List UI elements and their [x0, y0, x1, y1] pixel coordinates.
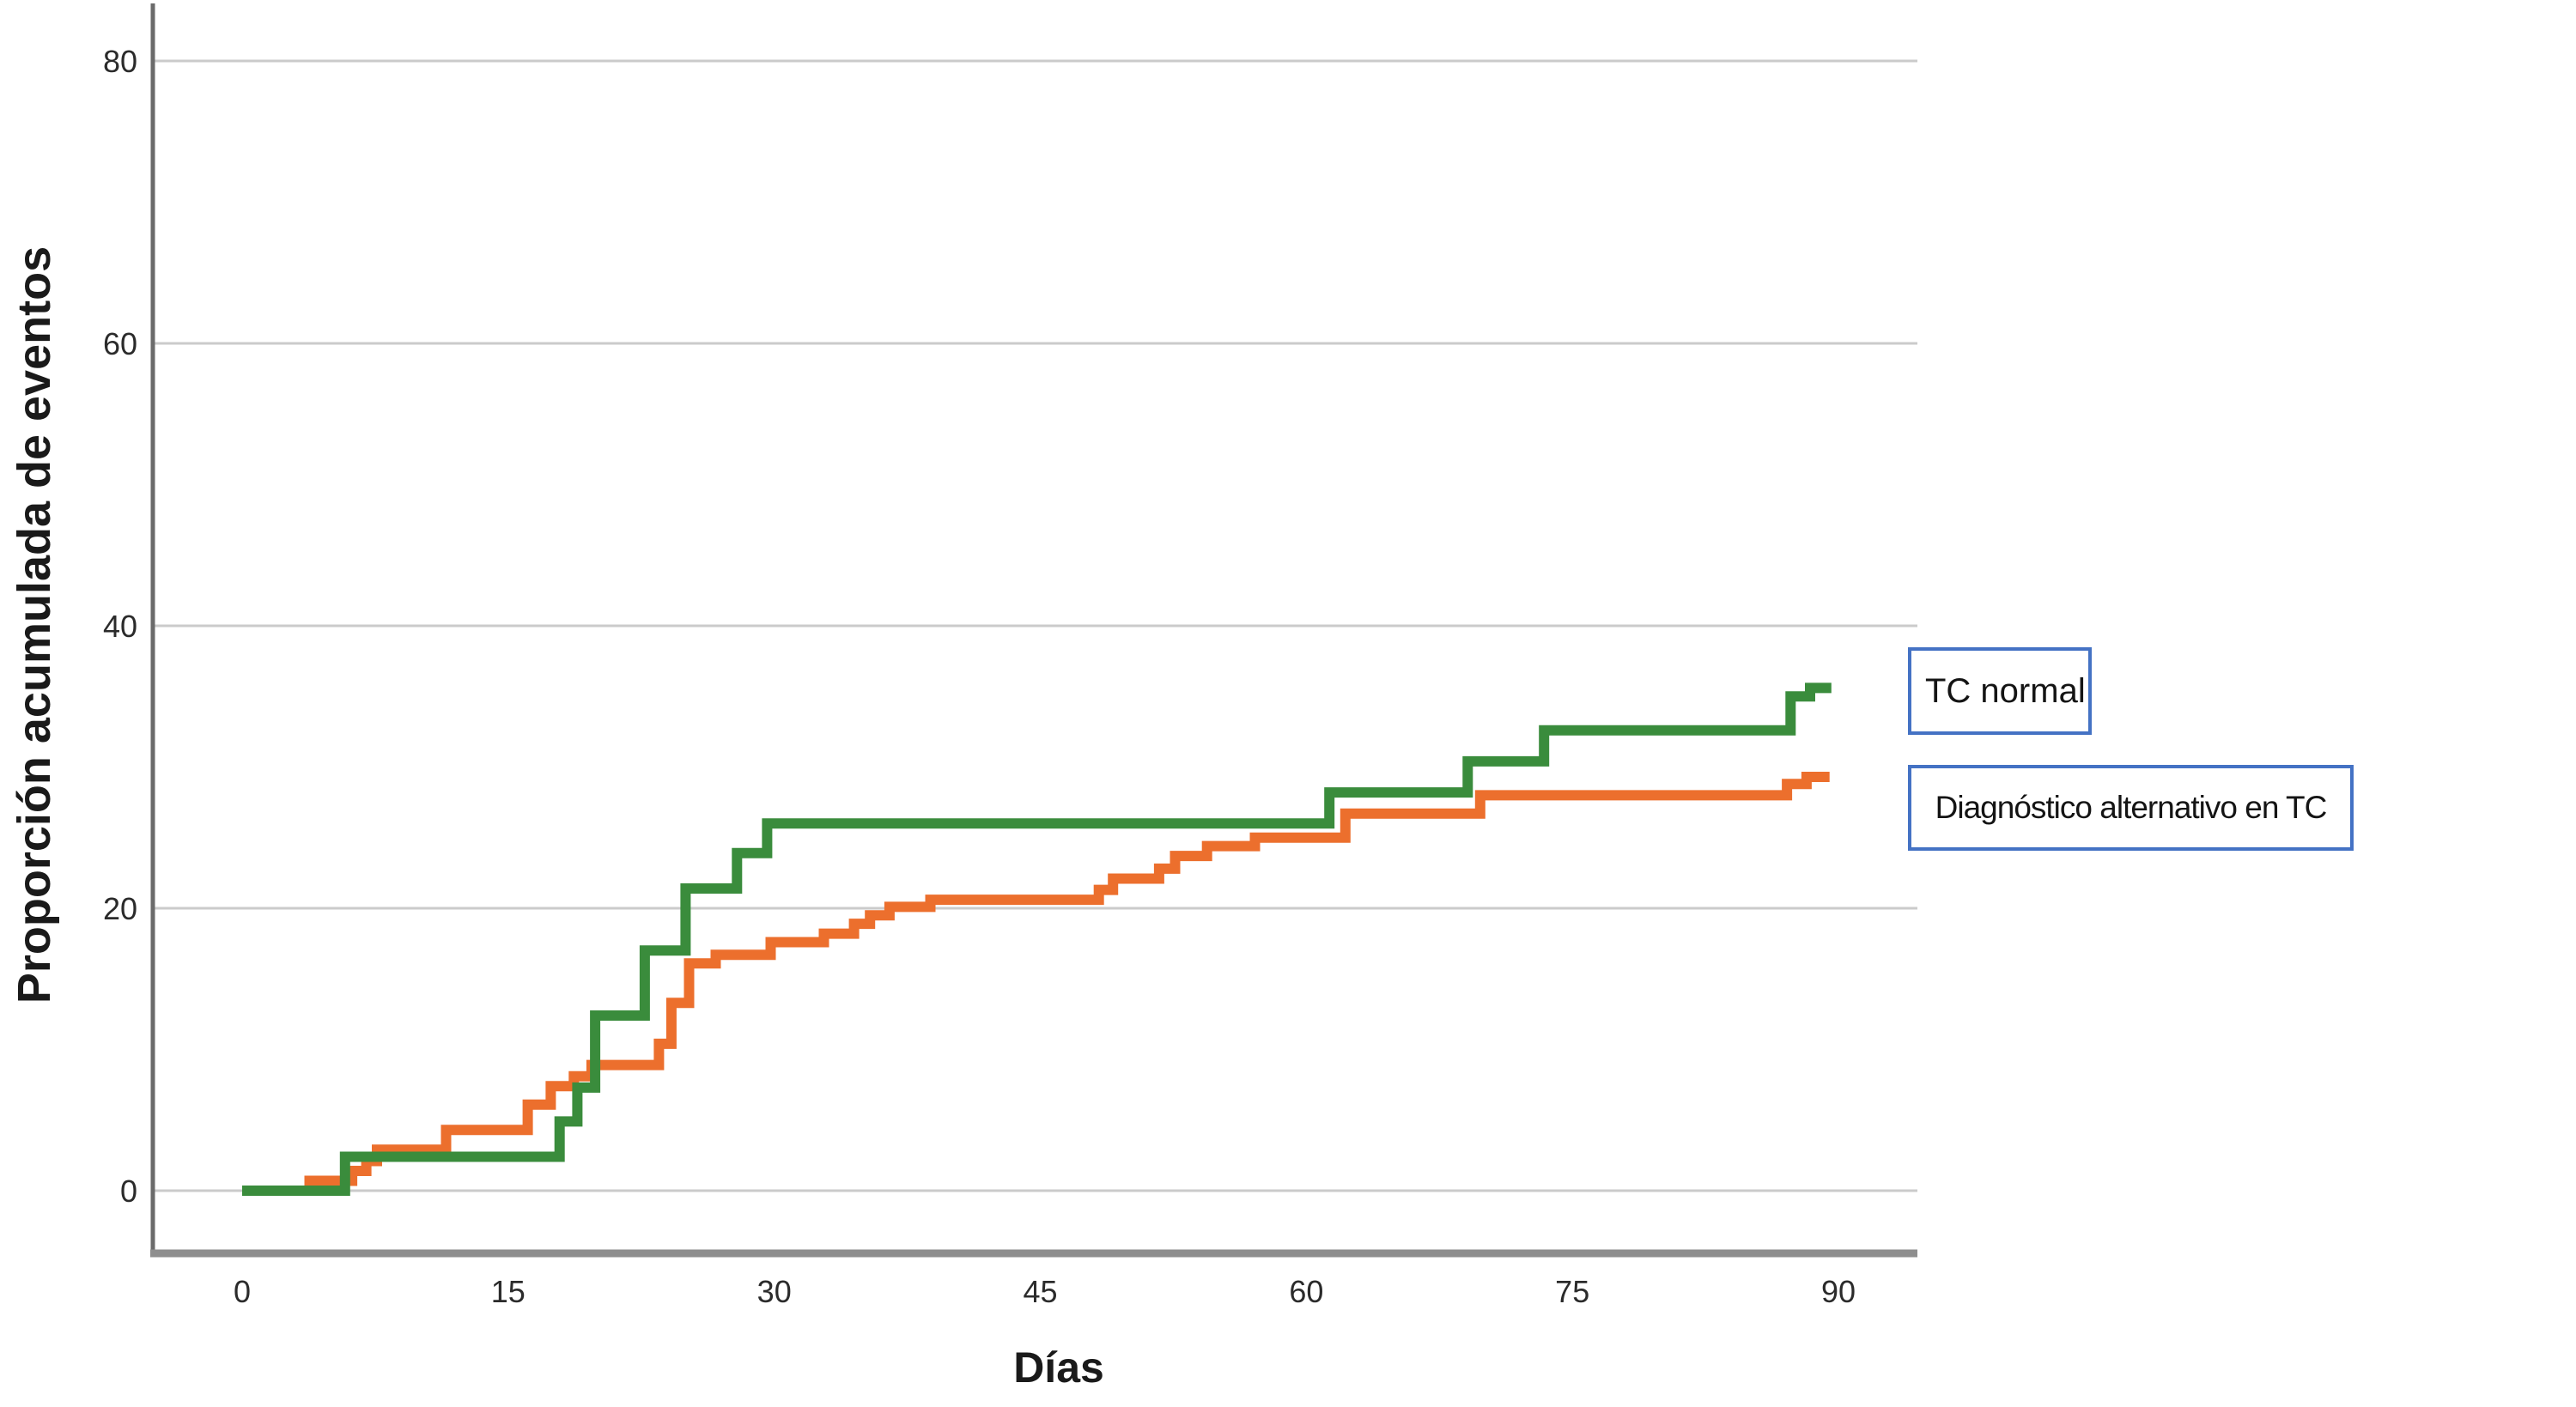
x-tick-label-75: 75 — [1555, 1274, 1589, 1309]
x-tick-label-60: 60 — [1289, 1274, 1323, 1309]
legend-label-tc-normal: TC normal — [1925, 671, 2086, 710]
legend-label-diagnostico-alternativo: Diagnóstico alternativo en TC — [1935, 790, 2328, 825]
y-tick-label-80: 80 — [103, 44, 137, 79]
legend-item-tc-normal: TC normal — [1908, 647, 2092, 735]
x-tick-label-0: 0 — [234, 1274, 251, 1309]
y-tick-label-40: 40 — [103, 609, 137, 644]
curve-diagnostico-alternativo — [242, 772, 1830, 1196]
legend-item-diagnostico-alternativo: Diagnóstico alternativo en TC — [1908, 765, 2354, 851]
gridlines — [153, 59, 1917, 1192]
y-tick-label-0: 0 — [120, 1174, 137, 1209]
axes — [150, 3, 1917, 1258]
x-tick-labels: 0 15 30 45 60 75 90 — [234, 1274, 1856, 1309]
x-tick-label-30: 30 — [757, 1274, 792, 1309]
x-axis-title: Días — [1013, 1343, 1104, 1392]
y-tick-labels: 0 20 40 60 80 — [103, 44, 137, 1209]
y-tick-label-60: 60 — [103, 326, 137, 361]
x-tick-label-15: 15 — [491, 1274, 526, 1309]
y-axis-title: Proporción acumulada de eventos — [9, 246, 60, 1004]
survival-curves — [242, 682, 1832, 1196]
x-tick-label-90: 90 — [1821, 1274, 1856, 1309]
y-tick-label-20: 20 — [103, 891, 137, 926]
curve-tc-normal — [242, 682, 1832, 1196]
x-tick-label-45: 45 — [1023, 1274, 1057, 1309]
